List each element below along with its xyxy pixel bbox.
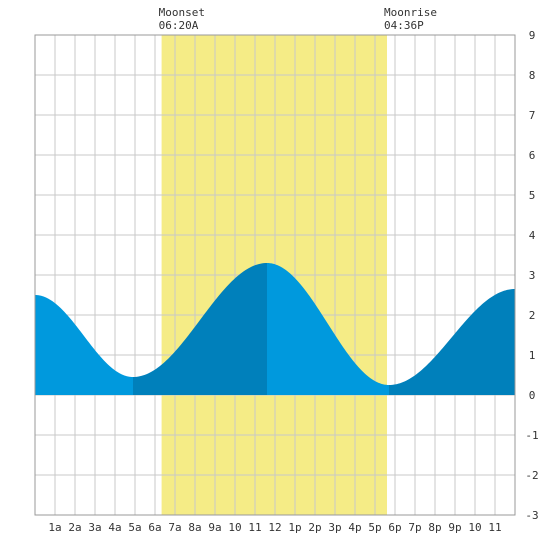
- x-tick-label: 6p: [388, 521, 401, 534]
- plot-border: [34, 34, 516, 516]
- moonset-label: Moonset: [159, 6, 205, 19]
- tide-area-rising: [389, 289, 515, 395]
- x-tick-label: 11: [248, 521, 261, 534]
- x-tick-label: 2a: [68, 521, 81, 534]
- x-tick-label: 8p: [428, 521, 441, 534]
- x-tick-label: 2p: [308, 521, 321, 534]
- x-tick-label: 10: [228, 521, 241, 534]
- y-tick-label: 2: [529, 309, 536, 322]
- y-tick-label: 5: [529, 189, 536, 202]
- moonset-time: 06:20A: [159, 19, 199, 32]
- x-tick-label: 4p: [348, 521, 361, 534]
- x-tick-label: 1a: [48, 521, 61, 534]
- y-tick-label: 4: [529, 229, 536, 242]
- y-tick-label: 3: [529, 269, 536, 282]
- y-tick-label: 1: [529, 349, 536, 362]
- x-tick-label: 8a: [188, 521, 201, 534]
- x-tick-label: 3p: [328, 521, 341, 534]
- tide-area-rising: [133, 263, 267, 395]
- x-tick-label: 7p: [408, 521, 421, 534]
- moonrise-time: 04:36P: [384, 19, 424, 32]
- x-tick-label: 5p: [368, 521, 381, 534]
- x-tick-label: 10: [468, 521, 481, 534]
- x-tick-label: 5a: [128, 521, 141, 534]
- x-tick-label: 12: [268, 521, 281, 534]
- y-tick-label: 6: [529, 149, 536, 162]
- moonrise-label: Moonrise: [384, 6, 437, 19]
- y-tick-label: -2: [525, 469, 538, 482]
- y-tick-label: 9: [529, 29, 536, 42]
- y-tick-label: 8: [529, 69, 536, 82]
- y-tick-label: -1: [525, 429, 538, 442]
- tide-area-falling: [267, 263, 389, 395]
- x-tick-label: 4a: [108, 521, 121, 534]
- y-tick-label: 0: [529, 389, 536, 402]
- tide-area-falling: [35, 295, 133, 395]
- x-tick-label: 6a: [148, 521, 161, 534]
- x-tick-label: 1p: [288, 521, 301, 534]
- x-tick-label: 11: [488, 521, 501, 534]
- y-tick-label: 7: [529, 109, 536, 122]
- x-tick-label: 7a: [168, 521, 181, 534]
- x-tick-label: 9a: [208, 521, 221, 534]
- x-tick-label: 9p: [448, 521, 461, 534]
- y-tick-label: -3: [525, 509, 538, 522]
- x-tick-label: 3a: [88, 521, 101, 534]
